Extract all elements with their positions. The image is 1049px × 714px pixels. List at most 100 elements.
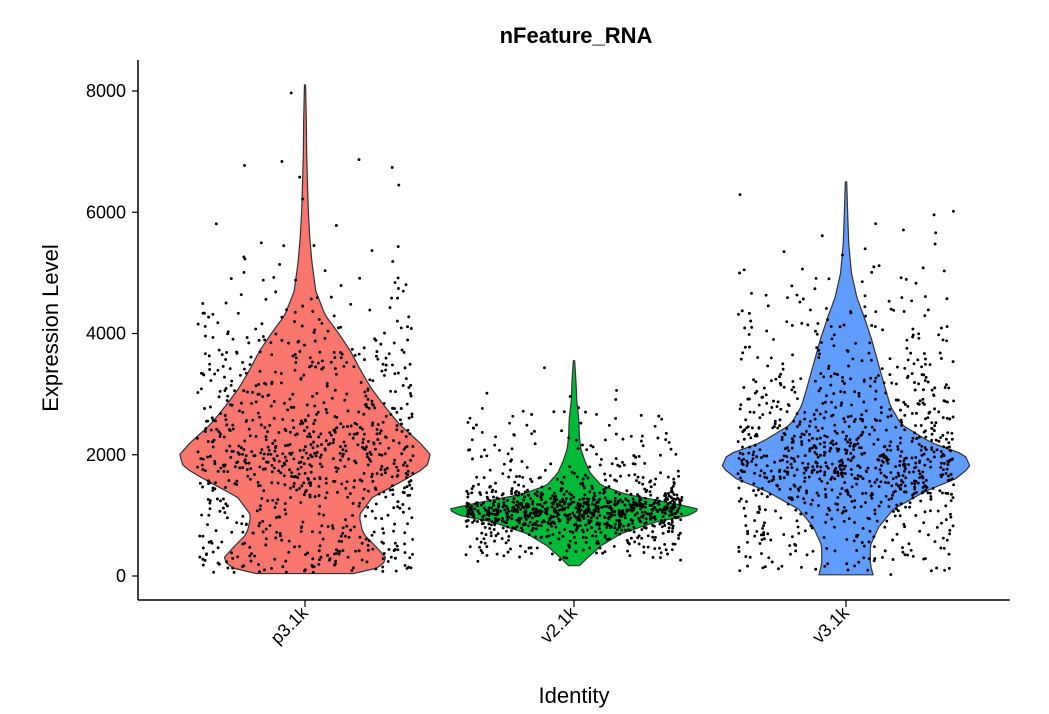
point-v2-1k-653 bbox=[669, 490, 673, 494]
point-v2-1k-449 bbox=[677, 536, 681, 540]
point-p3-1k-559 bbox=[199, 457, 203, 461]
point-p3-1k-741 bbox=[374, 502, 378, 506]
point-v3-1k-51 bbox=[915, 411, 918, 415]
point-p3-1k-776 bbox=[363, 403, 367, 407]
point-v3-1k-84 bbox=[803, 479, 807, 483]
point-p3-1k-448 bbox=[319, 555, 323, 559]
point-v3-1k-421 bbox=[940, 521, 943, 525]
point-v3-1k-177 bbox=[852, 539, 856, 543]
point-v3-1k-791 bbox=[818, 469, 822, 473]
point-p3-1k-753 bbox=[403, 366, 407, 370]
point-p3-1k-399 bbox=[294, 356, 298, 360]
point-v3-1k-810 bbox=[900, 423, 904, 427]
point-v3-1k-423 bbox=[913, 487, 917, 491]
point-p3-1k-449 bbox=[196, 322, 200, 326]
point-p3-1k-888 bbox=[304, 489, 308, 493]
point-p3-1k-736 bbox=[396, 505, 400, 509]
point-v3-1k-924 bbox=[824, 410, 828, 414]
point-v2-1k-28 bbox=[583, 486, 586, 490]
point-v3-1k-922 bbox=[842, 382, 846, 385]
point-v2-1k-749 bbox=[485, 513, 489, 516]
point-v3-1k-946 bbox=[760, 538, 764, 542]
point-p3-1k-366 bbox=[404, 471, 408, 475]
point-p3-1k-657 bbox=[324, 496, 328, 500]
point-p3-1k-403 bbox=[366, 440, 370, 443]
point-p3-1k-464 bbox=[309, 435, 312, 439]
point-v2-1k-999 bbox=[631, 503, 635, 507]
point-v2-1k-676 bbox=[566, 517, 570, 521]
point-p3-1k-14 bbox=[312, 422, 316, 426]
point-v3-1k-680 bbox=[747, 332, 751, 336]
point-v3-1k-708 bbox=[916, 402, 920, 406]
point-v2-1k-962 bbox=[621, 500, 625, 504]
point-v2-1k-430 bbox=[555, 514, 559, 518]
point-p3-1k-802 bbox=[206, 482, 210, 485]
chart-title: nFeature_RNA bbox=[500, 23, 653, 48]
point-v2-1k-550 bbox=[603, 550, 607, 554]
point-v3-1k-938 bbox=[930, 446, 934, 450]
point-v3-1k-646 bbox=[934, 438, 938, 442]
point-p3-1k-455 bbox=[215, 427, 219, 431]
point-v2-1k-736 bbox=[536, 523, 540, 527]
point-v3-1k-19 bbox=[920, 444, 924, 448]
point-v3-1k-491 bbox=[936, 509, 940, 513]
point-v3-1k-529 bbox=[881, 555, 884, 559]
point-p3-1k-782 bbox=[400, 429, 404, 433]
point-v2-1k-945 bbox=[544, 511, 548, 515]
point-v3-1k-58 bbox=[807, 439, 811, 442]
point-p3-1k-781 bbox=[365, 445, 368, 449]
point-p3-1k-855 bbox=[318, 350, 322, 354]
point-v2-1k-630 bbox=[522, 498, 526, 502]
point-p3-1k-705 bbox=[325, 491, 329, 495]
point-v2-1k-130 bbox=[672, 482, 676, 486]
point-p3-1k-603 bbox=[318, 531, 322, 534]
point-v2-1k-678 bbox=[622, 524, 625, 528]
point-v2-1k-313 bbox=[570, 470, 574, 474]
point-v3-1k-705 bbox=[832, 392, 836, 396]
point-v2-1k-931 bbox=[605, 505, 609, 508]
point-v3-1k-800 bbox=[945, 297, 949, 301]
point-v3-1k-29 bbox=[900, 420, 904, 424]
point-v2-1k-36 bbox=[589, 444, 593, 448]
point-p3-1k-529 bbox=[306, 456, 310, 460]
point-p3-1k-128 bbox=[341, 425, 345, 429]
point-v2-1k-64 bbox=[596, 505, 600, 508]
point-v3-1k-926 bbox=[878, 454, 882, 458]
point-v2-1k-386 bbox=[592, 491, 596, 495]
point-v3-1k-762 bbox=[900, 296, 904, 299]
point-v3-1k-746 bbox=[929, 460, 932, 464]
point-p3-1k-699 bbox=[374, 338, 378, 342]
point-v3-1k-634 bbox=[854, 341, 858, 345]
point-p3-1k-263 bbox=[371, 379, 375, 383]
point-v2-1k-670 bbox=[521, 475, 525, 479]
point-v2-1k-747 bbox=[551, 494, 555, 498]
point-p3-1k-672 bbox=[361, 445, 364, 449]
point-p3-1k-230 bbox=[297, 486, 301, 490]
point-v2-1k-478 bbox=[490, 520, 494, 523]
point-p3-1k-237 bbox=[323, 447, 327, 451]
point-p3-1k-495 bbox=[211, 418, 215, 422]
point-v2-1k-285 bbox=[499, 509, 503, 513]
point-p3-1k-370 bbox=[208, 501, 212, 505]
point-v2-1k-567 bbox=[567, 502, 571, 506]
point-v2-1k-221 bbox=[574, 516, 578, 520]
point-v2-1k-488 bbox=[495, 552, 499, 556]
point-v3-1k-626 bbox=[849, 414, 853, 418]
point-p3-1k-302 bbox=[258, 369, 262, 373]
point-p3-1k-461 bbox=[339, 356, 343, 360]
point-v3-1k-712 bbox=[840, 459, 844, 462]
point-v3-1k-787 bbox=[856, 533, 860, 537]
point-p3-1k-240 bbox=[281, 565, 285, 569]
point-v3-1k-458 bbox=[790, 440, 794, 444]
point-v3-1k-204 bbox=[878, 468, 882, 472]
point-v2-1k-777 bbox=[502, 501, 506, 505]
point-v2-1k-801 bbox=[671, 484, 675, 488]
point-p3-1k-311 bbox=[326, 525, 330, 528]
point-v3-1k-742 bbox=[880, 459, 884, 463]
point-v3-1k-118 bbox=[910, 412, 914, 415]
point-v2-1k-105 bbox=[555, 502, 559, 506]
point-v3-1k-855 bbox=[740, 479, 744, 483]
point-p3-1k-489 bbox=[357, 158, 361, 162]
point-v3-1k-541 bbox=[950, 492, 953, 496]
point-v2-1k-880 bbox=[677, 533, 681, 537]
